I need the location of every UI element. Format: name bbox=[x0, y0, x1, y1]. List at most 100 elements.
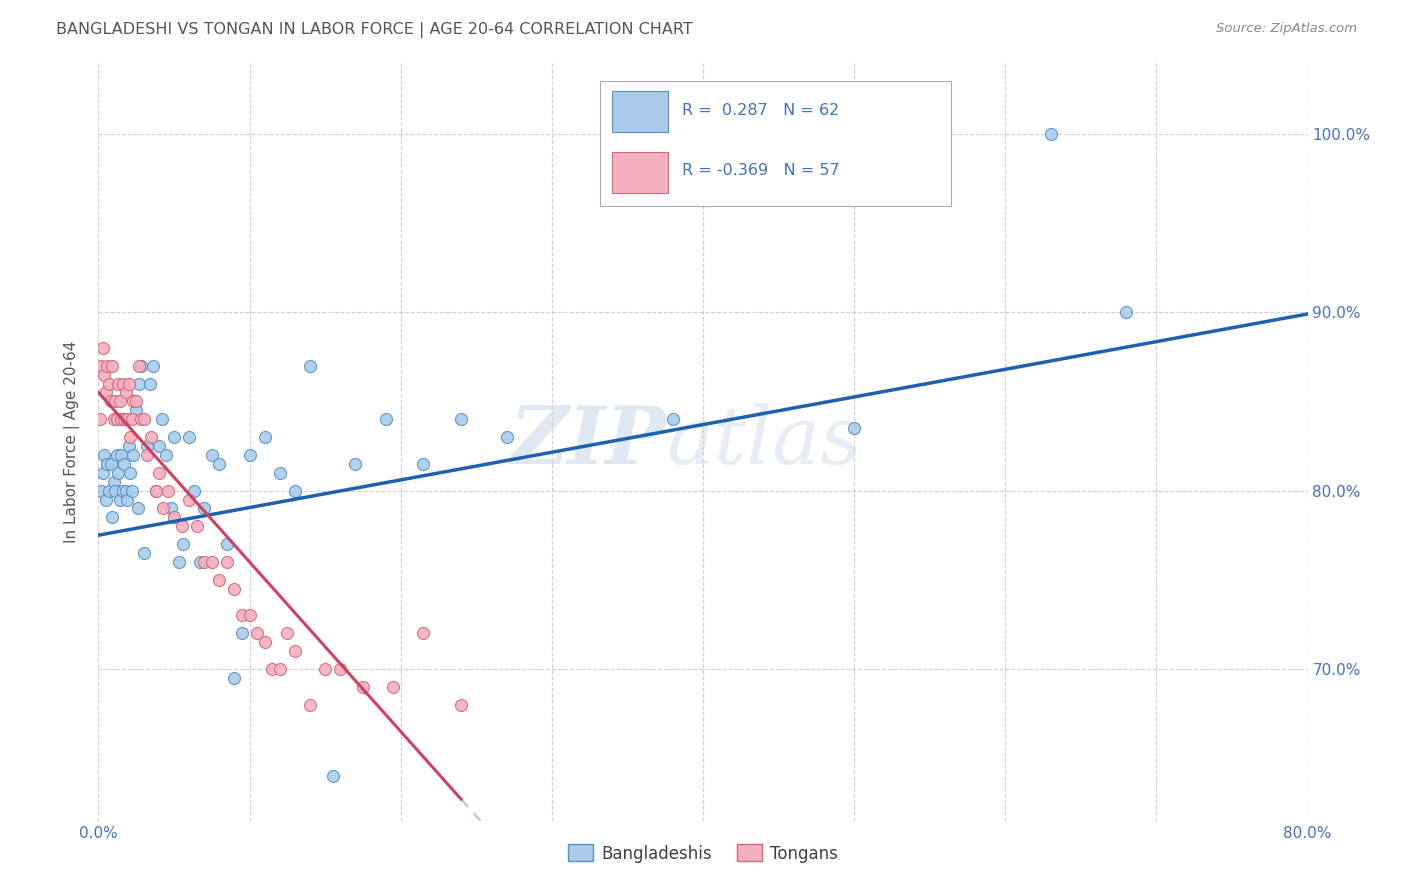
Point bbox=[201, 448, 224, 462]
Point bbox=[141, 430, 163, 444]
Point bbox=[246, 626, 269, 640]
Point bbox=[89, 412, 111, 426]
Point bbox=[115, 412, 138, 426]
Point bbox=[208, 573, 231, 587]
Point bbox=[163, 510, 186, 524]
Point bbox=[93, 448, 115, 462]
Point bbox=[239, 448, 262, 462]
Point bbox=[253, 635, 276, 649]
Point bbox=[299, 698, 322, 712]
Point bbox=[112, 412, 135, 426]
Point bbox=[118, 376, 141, 391]
Point bbox=[186, 519, 208, 533]
Point bbox=[193, 555, 215, 569]
Point bbox=[193, 501, 215, 516]
Point bbox=[120, 466, 142, 480]
Point bbox=[148, 439, 170, 453]
Point bbox=[322, 769, 344, 783]
Point bbox=[142, 359, 165, 373]
Point bbox=[145, 483, 167, 498]
Point bbox=[96, 359, 118, 373]
Point bbox=[118, 439, 141, 453]
Point bbox=[215, 537, 238, 551]
Point bbox=[167, 555, 190, 569]
Point bbox=[120, 430, 142, 444]
Text: Source: ZipAtlas.com: Source: ZipAtlas.com bbox=[1216, 22, 1357, 36]
Point bbox=[100, 394, 122, 409]
Point bbox=[179, 430, 201, 444]
Point bbox=[107, 376, 129, 391]
Point bbox=[132, 412, 155, 426]
Point bbox=[101, 359, 124, 373]
Point bbox=[201, 555, 224, 569]
Point bbox=[101, 510, 124, 524]
Point bbox=[108, 492, 131, 507]
Point bbox=[100, 457, 122, 471]
Point bbox=[284, 483, 307, 498]
Point bbox=[329, 662, 352, 676]
Point bbox=[107, 466, 129, 480]
Point bbox=[1039, 127, 1062, 141]
Point bbox=[132, 546, 155, 560]
Point bbox=[114, 483, 136, 498]
Point bbox=[215, 555, 238, 569]
Point bbox=[105, 448, 128, 462]
Text: R =  0.287   N = 62: R = 0.287 N = 62 bbox=[682, 103, 839, 118]
Point bbox=[125, 394, 148, 409]
Point bbox=[125, 403, 148, 417]
Point bbox=[104, 394, 127, 409]
Point bbox=[135, 439, 157, 453]
FancyBboxPatch shape bbox=[613, 91, 668, 132]
Point bbox=[224, 671, 246, 685]
Text: ZIP: ZIP bbox=[510, 403, 666, 480]
Point bbox=[314, 662, 336, 676]
Point bbox=[93, 368, 115, 382]
Point bbox=[114, 385, 136, 400]
Point bbox=[344, 457, 367, 471]
Point bbox=[450, 412, 472, 426]
Point bbox=[104, 483, 127, 498]
Point bbox=[208, 457, 231, 471]
Point bbox=[111, 483, 134, 498]
Point bbox=[122, 394, 145, 409]
Point bbox=[231, 626, 253, 640]
Point bbox=[299, 359, 322, 373]
Point bbox=[183, 483, 205, 498]
Point bbox=[170, 519, 193, 533]
Point bbox=[110, 448, 132, 462]
Point bbox=[128, 376, 150, 391]
Legend: Bangladeshis, Tongans: Bangladeshis, Tongans bbox=[561, 838, 845, 869]
Point bbox=[269, 466, 291, 480]
Point bbox=[412, 457, 434, 471]
Point bbox=[103, 412, 125, 426]
Point bbox=[94, 385, 117, 400]
Point bbox=[276, 626, 298, 640]
Point bbox=[160, 501, 183, 516]
Point bbox=[224, 582, 246, 596]
Point bbox=[108, 394, 131, 409]
Point bbox=[91, 466, 114, 480]
Point bbox=[844, 421, 866, 435]
Point bbox=[115, 492, 138, 507]
Point bbox=[163, 430, 186, 444]
Point bbox=[139, 376, 162, 391]
Point bbox=[105, 412, 128, 426]
Point bbox=[284, 644, 307, 658]
Point bbox=[495, 430, 517, 444]
Text: atlas: atlas bbox=[666, 403, 862, 480]
Point bbox=[111, 376, 134, 391]
Point bbox=[103, 475, 125, 489]
Text: R = -0.369   N = 57: R = -0.369 N = 57 bbox=[682, 163, 839, 178]
Point bbox=[148, 466, 170, 480]
Point bbox=[110, 412, 132, 426]
Point bbox=[121, 412, 143, 426]
Point bbox=[661, 412, 683, 426]
Point bbox=[121, 483, 143, 498]
Text: BANGLADESHI VS TONGAN IN LABOR FORCE | AGE 20-64 CORRELATION CHART: BANGLADESHI VS TONGAN IN LABOR FORCE | A… bbox=[56, 22, 693, 38]
Point bbox=[352, 680, 374, 694]
Point bbox=[155, 448, 177, 462]
Point bbox=[262, 662, 284, 676]
Point bbox=[253, 430, 276, 444]
Point bbox=[374, 412, 396, 426]
Point bbox=[128, 359, 150, 373]
